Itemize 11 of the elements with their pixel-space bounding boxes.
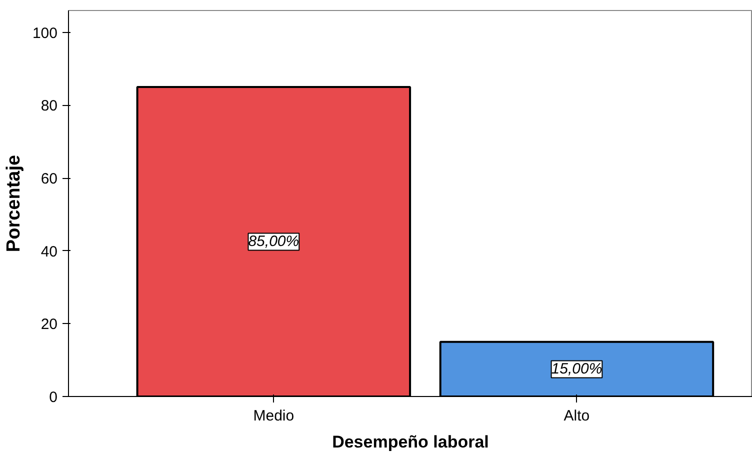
y-tick-label: 20	[40, 316, 58, 334]
y-tick-label: 80	[40, 98, 58, 115]
y-tick-label: 60	[40, 170, 58, 188]
y-tick-label: 100	[32, 24, 58, 42]
y-tick-label: 0	[49, 389, 58, 406]
x-axis-title: Desempeño laboral	[332, 432, 489, 452]
y-axis-title: Porcentaje	[3, 154, 24, 252]
data-label: 85,00%	[248, 233, 300, 250]
x-tick-label: Alto	[564, 408, 590, 424]
x-tick-label: Medio	[253, 408, 294, 424]
y-tick-label: 40	[40, 243, 58, 260]
